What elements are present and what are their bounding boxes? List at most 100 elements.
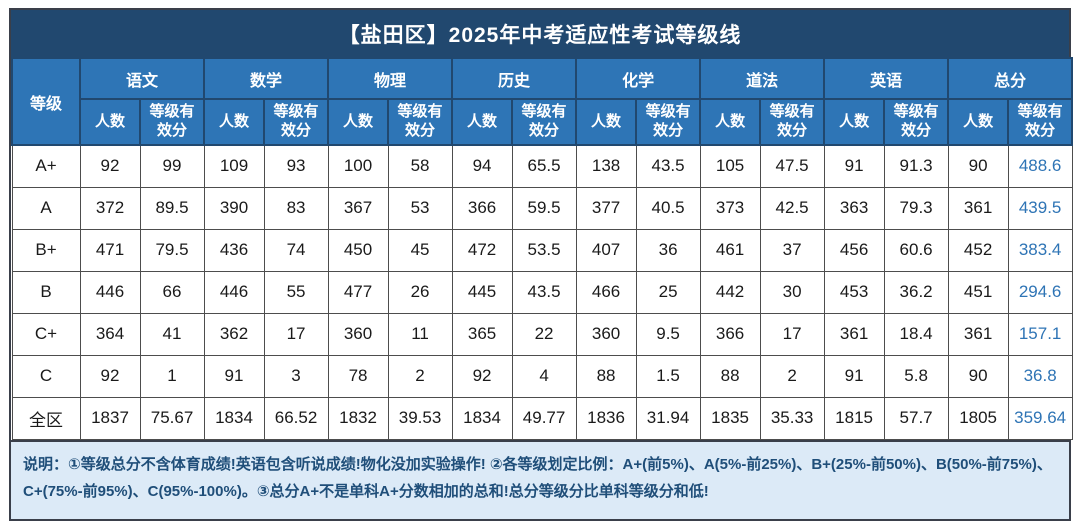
subject-header-3: 历史 <box>451 57 578 100</box>
table-row: A 372 89.5 390 83 367 53 366 59.5 377 40.5 373 42.5 3… <box>11 186 1073 230</box>
score-cell: 53 <box>387 186 453 230</box>
count-subheader: 人数 <box>823 98 886 146</box>
score-cell: 42.5 <box>759 186 825 230</box>
count-cell: 445 <box>451 270 513 314</box>
count-cell: 94 <box>451 144 513 188</box>
score-cell: 35.33 <box>759 396 825 440</box>
score-cell: 39.53 <box>387 396 453 440</box>
grade-cell: 全区 <box>11 396 81 440</box>
count-cell: 100 <box>327 144 389 188</box>
score-cell: 18.4 <box>883 312 949 356</box>
score-cell: 383.4 <box>1007 228 1073 272</box>
score-cell: 1.5 <box>635 354 701 398</box>
count-cell: 472 <box>451 228 513 272</box>
count-cell: 90 <box>947 354 1009 398</box>
score-cell: 60.6 <box>883 228 949 272</box>
score-cell: 3 <box>263 354 329 398</box>
score-cell: 22 <box>511 312 577 356</box>
score-cell: 359.64 <box>1007 396 1073 440</box>
count-cell: 363 <box>823 186 885 230</box>
score-cell: 9.5 <box>635 312 701 356</box>
score-subheader: 等级有效分 <box>138 98 206 146</box>
count-cell: 92 <box>451 354 513 398</box>
count-cell: 446 <box>79 270 141 314</box>
score-subheader: 等级有效分 <box>883 98 950 146</box>
count-cell: 91 <box>203 354 265 398</box>
score-cell: 1 <box>139 354 205 398</box>
count-cell: 364 <box>79 312 141 356</box>
count-cell: 377 <box>575 186 637 230</box>
score-cell: 36.2 <box>883 270 949 314</box>
score-cell: 43.5 <box>635 144 701 188</box>
count-cell: 366 <box>699 312 761 356</box>
count-cell: 407 <box>575 228 637 272</box>
score-cell: 99 <box>139 144 205 188</box>
count-cell: 360 <box>575 312 637 356</box>
score-cell: 294.6 <box>1007 270 1073 314</box>
score-cell: 79.3 <box>883 186 949 230</box>
score-cell: 11 <box>387 312 453 356</box>
grade-column-header: 等级 <box>11 57 81 146</box>
title-bar: 【盐田区】2025年中考适应性考试等级线 <box>11 10 1069 57</box>
notes-block: 说明：①等级总分不含体育成绩!英语包含听说成绩!物化没加实验操作! ②各等级划定… <box>11 439 1069 519</box>
count-cell: 1836 <box>575 396 637 440</box>
count-cell: 91 <box>823 144 885 188</box>
score-cell: 45 <box>387 228 453 272</box>
count-cell: 446 <box>203 270 265 314</box>
score-cell: 17 <box>759 312 825 356</box>
table-row: 全区 1837 75.67 1834 66.52 1832 39.53 1834 49.77 18… <box>11 396 1073 440</box>
count-subheader: 人数 <box>699 98 762 146</box>
score-cell: 2 <box>759 354 825 398</box>
score-cell: 74 <box>263 228 329 272</box>
count-cell: 361 <box>947 186 1009 230</box>
count-cell: 477 <box>327 270 389 314</box>
score-cell: 31.94 <box>635 396 701 440</box>
count-subheader: 人数 <box>203 98 266 146</box>
count-cell: 471 <box>79 228 141 272</box>
table-row: A+ 92 99 109 93 100 58 94 65.5 138 43.5 105 47.5 91 91… <box>11 144 1073 188</box>
count-cell: 105 <box>699 144 761 188</box>
count-cell: 436 <box>203 228 265 272</box>
count-cell: 1815 <box>823 396 885 440</box>
count-cell: 360 <box>327 312 389 356</box>
count-cell: 361 <box>947 312 1009 356</box>
table-header: 等级 语文 数学 物理 历史 化学 道法 英语 总分 人数 等级有效分 人数 等级有效分 人数 等级有效分人… <box>11 57 1074 146</box>
count-cell: 78 <box>327 354 389 398</box>
count-subheader: 人数 <box>79 98 141 146</box>
count-cell: 1834 <box>203 396 265 440</box>
table-body: A+ 92 99 109 93 100 58 94 65.5 138 43.5 105 47.5 91 91… <box>11 144 1073 440</box>
count-cell: 88 <box>575 354 637 398</box>
score-subheader: 等级有效分 <box>635 98 702 146</box>
table-row: B 446 66 446 55 477 26 445 43.5 466 25 442 30 453 36.2… <box>11 270 1073 314</box>
count-cell: 456 <box>823 228 885 272</box>
count-cell: 90 <box>947 144 1009 188</box>
count-subheader: 人数 <box>947 98 1010 146</box>
grade-line-sheet: 【盐田区】2025年中考适应性考试等级线 等级 语文 数学 物理 历史 化学 道法 英语 总分人… <box>9 8 1074 521</box>
score-cell: 25 <box>635 270 701 314</box>
grade-cell: B+ <box>11 228 81 272</box>
grade-table: 等级 语文 数学 物理 历史 化学 道法 英语 总分 人数 等级有效分 人数 等级有效分 人数 等级有效分人… <box>11 57 1074 440</box>
score-cell: 93 <box>263 144 329 188</box>
subject-header-5: 道法 <box>699 57 826 100</box>
notes-text: 说明：①等级总分不含体育成绩!英语包含听说成绩!物化没加实验操作! ②各等级划定… <box>23 455 1052 501</box>
grade-cell: A+ <box>11 144 81 188</box>
score-cell: 49.77 <box>511 396 577 440</box>
score-subheader: 等级有效分 <box>511 98 578 146</box>
score-cell: 57.7 <box>883 396 949 440</box>
score-cell: 53.5 <box>511 228 577 272</box>
score-subheader: 等级有效分 <box>263 98 330 146</box>
score-cell: 83 <box>263 186 329 230</box>
count-cell: 1832 <box>327 396 389 440</box>
subject-header-1: 数学 <box>203 57 330 100</box>
score-cell: 30 <box>759 270 825 314</box>
count-cell: 1834 <box>451 396 513 440</box>
score-subheader: 等级有效分 <box>759 98 826 146</box>
count-cell: 138 <box>575 144 637 188</box>
count-cell: 1805 <box>947 396 1009 440</box>
grade-cell: C <box>11 354 81 398</box>
count-cell: 1837 <box>79 396 141 440</box>
count-cell: 91 <box>823 354 885 398</box>
score-subheader: 等级有效分 <box>1007 98 1074 146</box>
count-cell: 453 <box>823 270 885 314</box>
score-cell: 41 <box>139 312 205 356</box>
